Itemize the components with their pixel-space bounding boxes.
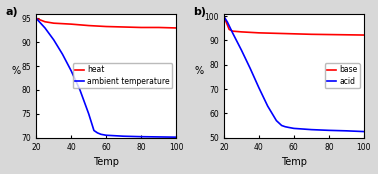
heat [139, 26, 143, 29]
ambient temperature [60, 53, 65, 55]
acid [287, 126, 291, 128]
acid [225, 21, 230, 23]
heat [104, 25, 108, 27]
ambient temperature [121, 135, 126, 137]
base [248, 31, 253, 33]
heat [156, 26, 161, 29]
base [239, 31, 244, 33]
heat [174, 27, 178, 29]
acid [361, 130, 366, 133]
acid [257, 87, 261, 89]
acid [274, 120, 279, 122]
Line: acid: acid [224, 17, 364, 132]
heat [69, 23, 73, 25]
acid [222, 15, 226, 18]
acid [283, 126, 287, 128]
ambient temperature [156, 136, 161, 138]
X-axis label: Temp: Temp [281, 157, 307, 167]
base [327, 34, 331, 36]
base [257, 32, 261, 34]
acid [265, 105, 270, 107]
heat [43, 21, 47, 23]
acid [279, 124, 284, 126]
acid [327, 129, 331, 131]
heat [34, 17, 39, 19]
acid [344, 130, 349, 132]
base [344, 34, 349, 36]
acid [248, 67, 253, 69]
base [274, 32, 279, 34]
heat [51, 22, 56, 24]
base [291, 33, 296, 35]
ambient temperature [91, 129, 96, 132]
acid [291, 127, 296, 129]
acid [231, 32, 235, 34]
acid [239, 49, 244, 51]
heat [121, 26, 126, 28]
Line: base: base [224, 17, 364, 35]
ambient temperature [139, 136, 143, 138]
X-axis label: Temp: Temp [93, 157, 119, 167]
ambient temperature [43, 27, 47, 29]
Legend: base, acid: base, acid [325, 63, 360, 88]
Line: ambient temperature: ambient temperature [36, 18, 176, 137]
ambient temperature [51, 39, 56, 41]
ambient temperature [87, 113, 91, 115]
ambient temperature [104, 134, 108, 136]
ambient temperature [99, 133, 103, 135]
Text: a): a) [5, 7, 18, 17]
heat [95, 25, 100, 27]
base [231, 30, 235, 32]
base [227, 28, 231, 30]
base [222, 15, 226, 18]
ambient temperature [69, 70, 73, 72]
Y-axis label: %: % [11, 66, 21, 76]
ambient temperature [77, 89, 82, 91]
Text: b): b) [193, 7, 206, 17]
Line: heat: heat [36, 18, 176, 28]
ambient temperature [95, 132, 100, 134]
Y-axis label: %: % [194, 66, 204, 76]
ambient temperature [174, 136, 178, 138]
ambient temperature [34, 17, 39, 19]
base [309, 33, 314, 35]
Legend: heat, ambient temperature: heat, ambient temperature [73, 63, 172, 88]
acid [309, 129, 314, 131]
heat [87, 25, 91, 27]
base [361, 34, 366, 36]
